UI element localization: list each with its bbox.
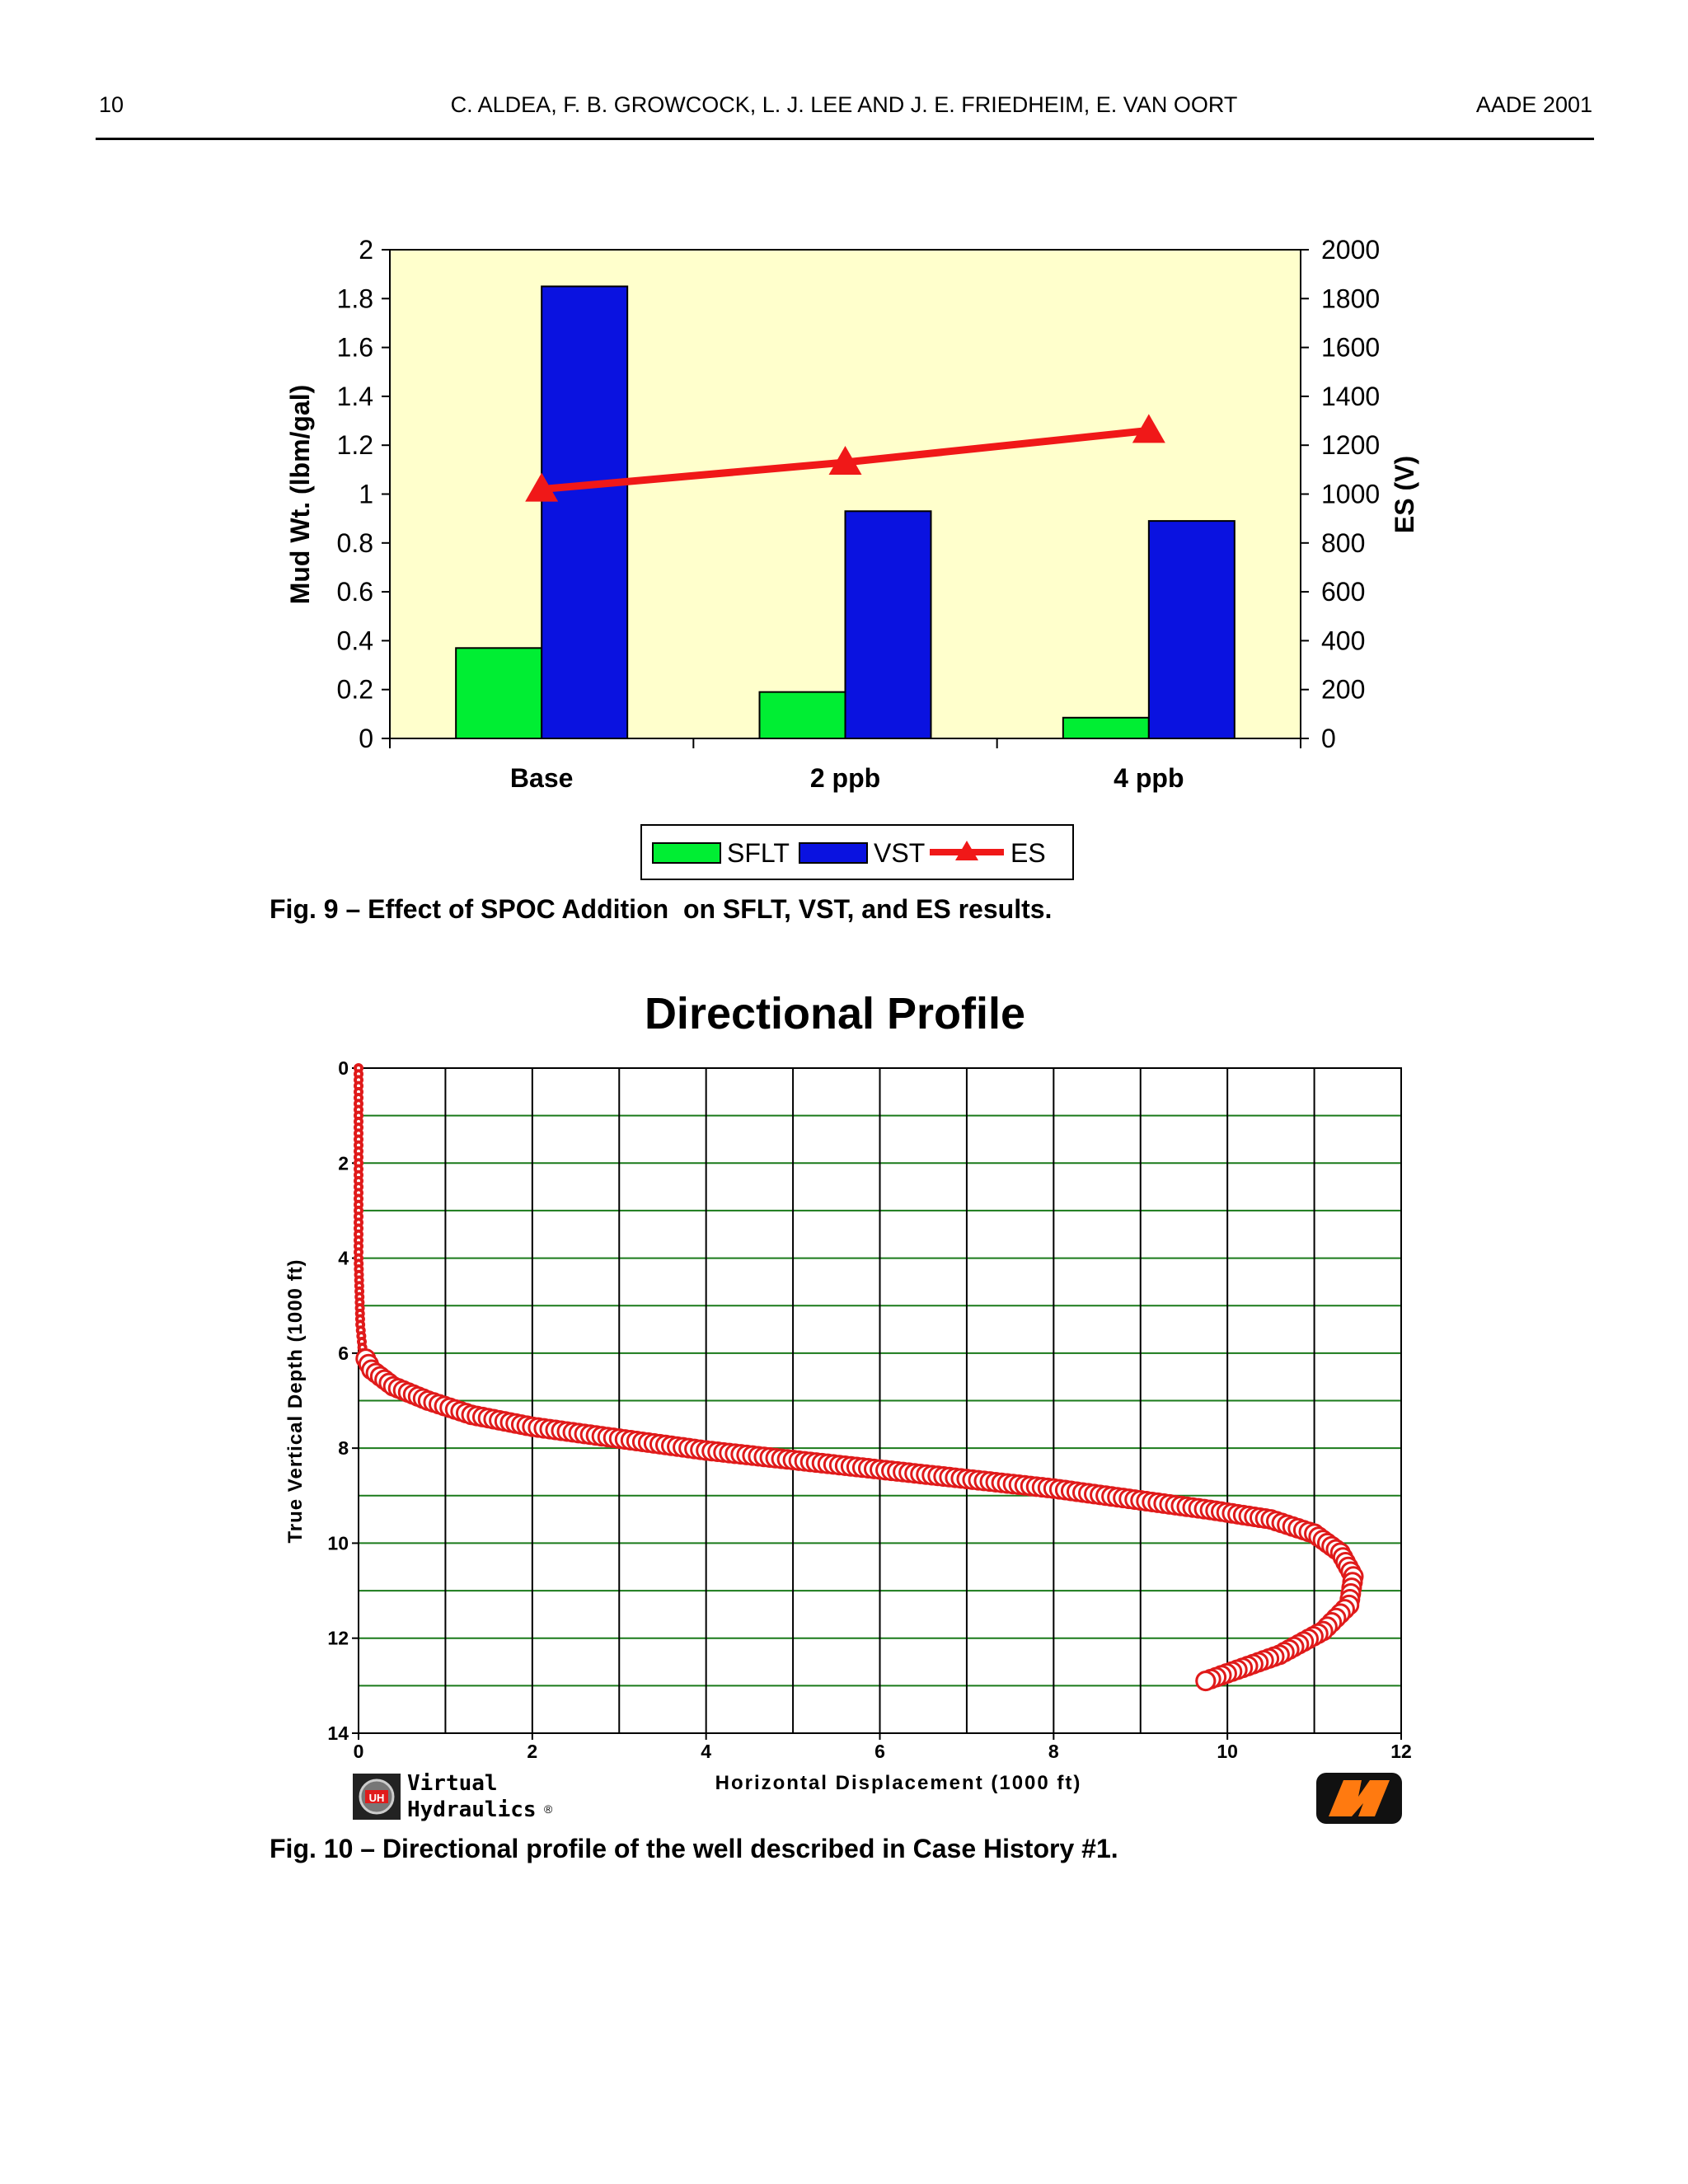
logo-text-line-2: Hydraulics (407, 1797, 537, 1822)
bar-vst-2 (844, 510, 932, 739)
y-tick-label-4: 0.8 (337, 528, 373, 558)
y2-tick-label-3: 600 (1321, 577, 1365, 607)
y-tick-label-2: 0.4 (337, 626, 373, 655)
y-tick-label-2: 4 (338, 1248, 349, 1269)
y-tick-label-3: 6 (338, 1343, 349, 1364)
y2-tick-label-6: 1200 (1321, 430, 1380, 460)
x-tick-label-2: 2 ppb (810, 763, 880, 793)
logo-registered-mark: ® (544, 1802, 553, 1816)
y-tick-label-7: 1.4 (337, 382, 373, 411)
y2-tick-label-10: 2000 (1321, 235, 1380, 265)
y-tick-label-0: 0 (338, 1057, 349, 1079)
chart-title: Directional Profile (645, 989, 1025, 1038)
y2-tick-label-0: 0 (1321, 724, 1336, 753)
x-tick-label-1: Base (510, 763, 574, 793)
legend-swatch-sflt (652, 842, 721, 864)
bar-vst-3 (1147, 520, 1236, 739)
legend-swatch-vst (799, 842, 868, 864)
x-tick-label-6: 12 (1390, 1741, 1412, 1762)
bar-sflt-3 (1062, 716, 1150, 739)
y-tick-label-6: 12 (327, 1628, 349, 1649)
running-header-conference: AADE 2001 (1475, 92, 1592, 117)
mi-logo: MI (1316, 1773, 1402, 1824)
y2-tick-label-4: 800 (1321, 528, 1365, 558)
bar-sflt-2 (758, 691, 846, 739)
y-tick-label-7: 14 (327, 1722, 349, 1744)
y2-tick-label-5: 1000 (1321, 480, 1380, 509)
trajectory-end-point (1195, 1671, 1217, 1692)
figure-9-caption: Fig. 9 – Effect of SPOC Addition on SFLT… (270, 894, 1053, 924)
y-tick-label-1: 2 (338, 1152, 349, 1174)
y-tick-label-4: 8 (338, 1437, 349, 1459)
x-tick-label-2: 4 (701, 1741, 711, 1762)
legend-label-vst: VST (874, 838, 925, 868)
x-tick-label-4: 8 (1048, 1741, 1059, 1762)
legend-marker-es (955, 841, 978, 860)
legend-label-sflt: SFLT (727, 838, 790, 868)
y-tick-label-5: 1 (359, 480, 373, 509)
logo-badge-text: UH (369, 1792, 385, 1804)
figure-10-caption: Fig. 10 – Directional profile of the wel… (270, 1834, 1118, 1863)
page-number: 10 (99, 92, 124, 117)
bar-vst-1 (541, 285, 629, 740)
y-tick-label-0: 0 (359, 724, 373, 753)
header-rule (96, 138, 1594, 140)
mi-logo-mark (1329, 1780, 1390, 1816)
x-tick-label-1: 2 (527, 1741, 537, 1762)
y-tick-label-10: 2 (359, 235, 373, 265)
y-tick-label-9: 1.8 (337, 284, 373, 313)
y2-tick-label-9: 1800 (1321, 284, 1380, 313)
y-tick-label-6: 1.2 (337, 430, 373, 460)
y2-tick-label-2: 400 (1321, 626, 1365, 655)
legend-label-es: ES (1010, 838, 1046, 868)
es-marker-1 (525, 472, 559, 502)
es-marker-2 (828, 445, 862, 475)
figure-9-bar-chart: Base 2 ppb 4 ppb 0 0.2 0.4 0.6 0.8 1 1.2 1.4 1.6 1.8… (285, 235, 1419, 880)
y2-axis-title: ES (V) (1390, 456, 1419, 533)
y-axis-title: True Vertical Depth (1000 ft) (284, 1258, 307, 1543)
y2-tick-label-8: 1600 (1321, 333, 1380, 363)
y2-tick-label-1: 200 (1321, 675, 1365, 705)
es-marker-3 (1132, 414, 1165, 443)
y-tick-label-8: 1.6 (337, 333, 373, 363)
x-tick-label-3: 6 (874, 1741, 885, 1762)
x-tick-label-0: 0 (354, 1741, 364, 1762)
x-axis-title: Horizontal Displacement (1000 ft) (715, 1772, 1082, 1794)
trajectory-series (354, 1063, 1364, 1692)
y-tick-label-1: 0.2 (337, 675, 373, 705)
y-axis-title: Mud Wt. (lbm/gal) (285, 385, 315, 605)
y2-tick-label-7: 1400 (1321, 382, 1380, 411)
mi-logo-text: MI (1368, 1812, 1370, 1814)
running-header-authors: C. ALDEA, F. B. GROWCOCK, L. J. LEE AND … (450, 92, 1238, 117)
y-tick-label-3: 0.6 (337, 577, 373, 607)
logo-text-line-1: Virtual (407, 1771, 498, 1796)
logo-emblem-badge (365, 1790, 388, 1803)
x-tick-label-5: 10 (1217, 1741, 1238, 1762)
x-tick-label-3: 4 ppb (1114, 763, 1184, 793)
y-tick-label-5: 10 (327, 1532, 349, 1554)
